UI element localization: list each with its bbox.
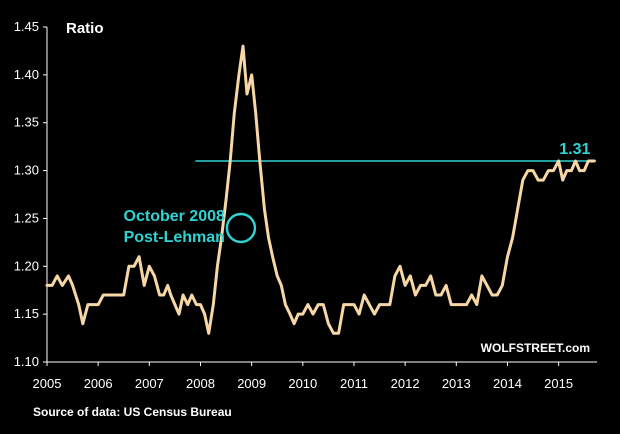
y-axis-ticks: 1.10 1.15 1.20 1.25 1.30 1.35 1.40 1.45	[14, 19, 47, 369]
x-tick-label: 2011	[340, 376, 368, 391]
y-tick-label: 1.15	[14, 306, 39, 321]
annotation-circle	[225, 212, 257, 244]
y-tick-label: 1.40	[14, 67, 39, 82]
y-tick-label: 1.10	[14, 354, 39, 369]
y-tick-label: 1.45	[14, 19, 39, 34]
x-tick-label: 2012	[391, 376, 420, 391]
x-tick-label: 2005	[33, 376, 62, 391]
x-tick-label: 2010	[288, 376, 317, 391]
x-tick-label: 2009	[237, 376, 266, 391]
y-tick-label: 1.25	[14, 210, 39, 225]
y-tick-label: 1.20	[14, 258, 39, 273]
y-tick-label: 1.35	[14, 115, 39, 130]
x-tick-label: 2014	[493, 376, 522, 391]
annotation-line-1: October 2008	[124, 208, 225, 225]
series-line	[45, 44, 596, 335]
x-tick-label: 2015	[544, 376, 573, 391]
x-tick-label: 2013	[442, 376, 471, 391]
y-axis-label: Ratio	[66, 20, 104, 37]
watermark: WOLFSTREET.com	[481, 341, 590, 355]
source-note: Source of data: US Census Bureau	[33, 405, 232, 419]
x-axis-ticks: 2005 2006 2007 2008 2009 2010 2011 2012 2013 2014…	[33, 362, 573, 391]
y-tick-label: 1.30	[14, 163, 39, 178]
annotation-line-2: Post-Lehman	[124, 229, 225, 246]
x-tick-label: 2006	[84, 376, 113, 391]
reference-value-label: 1.31	[559, 141, 590, 158]
x-tick-label: 2008	[186, 376, 215, 391]
x-tick-label: 2007	[135, 376, 164, 391]
